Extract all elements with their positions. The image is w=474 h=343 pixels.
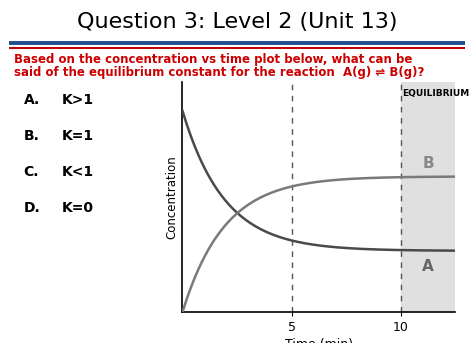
Text: K>1: K>1	[62, 93, 94, 107]
Text: B.: B.	[24, 129, 39, 143]
X-axis label: Time (min): Time (min)	[285, 338, 353, 343]
Text: Based on the concentration vs time plot below, what can be: Based on the concentration vs time plot …	[14, 53, 412, 66]
Text: B: B	[422, 156, 434, 171]
Bar	[401, 82, 455, 312]
Text: EQUILIBRIUM: EQUILIBRIUM	[402, 89, 470, 98]
Text: Question 3: Level 2 (Unit 13): Question 3: Level 2 (Unit 13)	[77, 12, 397, 32]
Y-axis label: Concentration: Concentration	[165, 155, 178, 239]
Text: A: A	[422, 259, 434, 274]
Text: K=0: K=0	[62, 201, 94, 215]
Text: K=1: K=1	[62, 129, 94, 143]
Text: D.: D.	[24, 201, 40, 215]
Text: A.: A.	[24, 93, 40, 107]
Text: C.: C.	[24, 165, 39, 179]
Text: K<1: K<1	[62, 165, 94, 179]
Text: said of the equilibrium constant for the reaction  A(g) ⇌ B(g)?: said of the equilibrium constant for the…	[14, 66, 425, 79]
